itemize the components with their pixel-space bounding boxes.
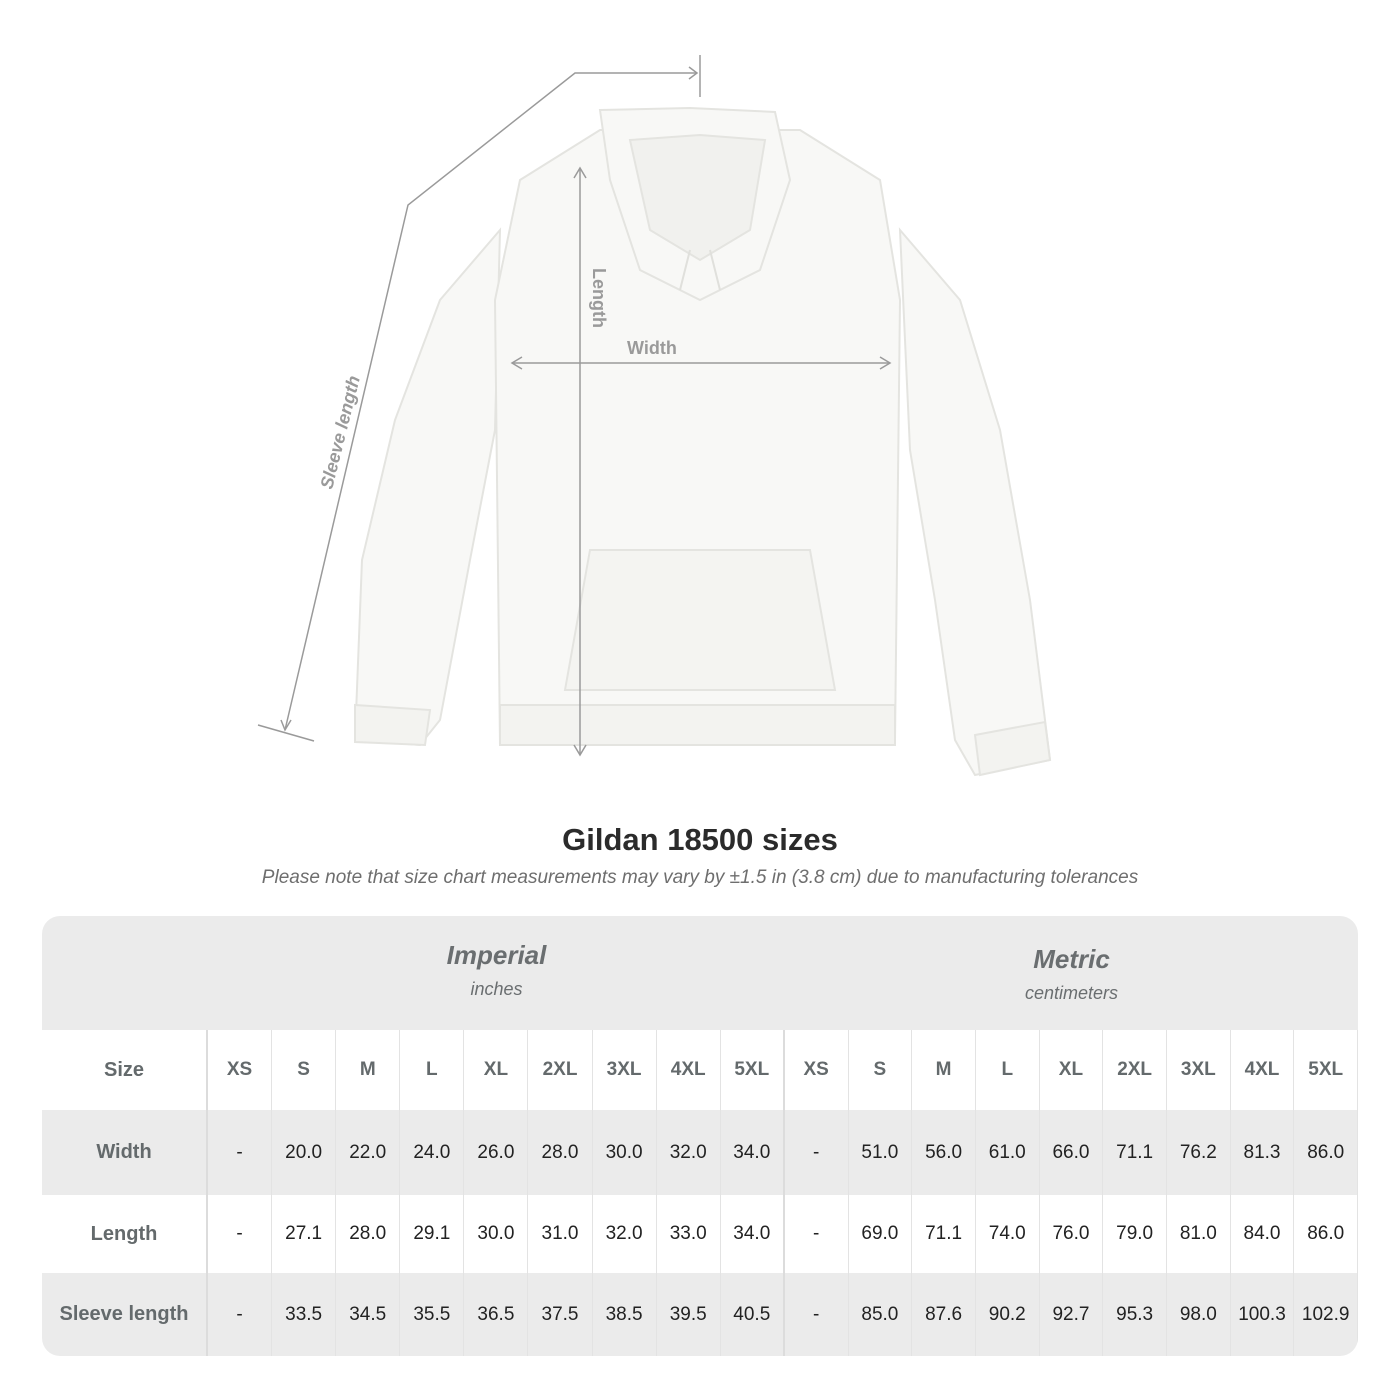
width-label: Width [627, 338, 677, 358]
row-label: Width [42, 1110, 208, 1195]
row-label: Length [42, 1195, 208, 1273]
imperial-size-m: M [336, 1030, 401, 1110]
metric-size-xs: XS [785, 1030, 849, 1110]
metric-value: 76.2 [1167, 1110, 1231, 1195]
hoodie-illustration: Length Width Sleeve length [257, 55, 1052, 777]
metric-value: 95.3 [1103, 1273, 1167, 1356]
imperial-value: 37.5 [528, 1273, 593, 1356]
imperial-value: 40.5 [721, 1273, 785, 1356]
imperial-value: 28.0 [528, 1110, 593, 1195]
imperial-value: 32.0 [657, 1110, 721, 1195]
metric-value: 102.9 [1294, 1273, 1358, 1356]
metric-value: - [785, 1110, 849, 1195]
imperial-value: 22.0 [336, 1110, 401, 1195]
metric-value: 74.0 [976, 1195, 1040, 1273]
size-header-row: Size XS S M L XL 2XL 3XL 4XL 5XL XS S M L XL 2XL 3XL 4XL 5… [42, 1030, 1358, 1110]
imperial-value: - [208, 1273, 273, 1356]
metric-header: Metric centimeters [785, 944, 1358, 1004]
metric-value: 56.0 [912, 1110, 976, 1195]
imperial-value: 20.0 [272, 1110, 337, 1195]
metric-size-m: M [912, 1030, 976, 1110]
chart-title: Gildan 18500 sizes [562, 822, 838, 857]
imperial-value: 38.5 [593, 1273, 657, 1356]
metric-value: 66.0 [1040, 1110, 1104, 1195]
imperial-value: 29.1 [400, 1195, 465, 1273]
imperial-unit: inches [470, 979, 523, 999]
metric-value: 81.3 [1231, 1110, 1295, 1195]
imperial-title: Imperial [446, 940, 547, 970]
metric-value: 85.0 [849, 1273, 913, 1356]
metric-value: 71.1 [912, 1195, 976, 1273]
metric-value: 84.0 [1231, 1195, 1295, 1273]
imperial-value: 26.0 [464, 1110, 529, 1195]
imperial-value: 33.5 [272, 1273, 337, 1356]
sleeve-line [284, 72, 697, 731]
sleeve-label: Sleeve length [316, 374, 363, 491]
imperial-size-s: S [272, 1030, 337, 1110]
metric-size-3xl: 3XL [1167, 1030, 1231, 1110]
row-label: Sleeve length [42, 1273, 208, 1356]
imperial-value: 34.0 [721, 1110, 785, 1195]
metric-size-4xl: 4XL [1231, 1030, 1295, 1110]
measurement-lines [257, 55, 892, 757]
imperial-value: 36.5 [464, 1273, 529, 1356]
imperial-value: 24.0 [400, 1110, 465, 1195]
metric-size-2xl: 2XL [1103, 1030, 1167, 1110]
table-row: Length -27.1 28.0 29.1 30.0 31.0 32.0 33.0 34.0-… [42, 1195, 1358, 1273]
size-table: Imperial inches Metric centimeters Size X… [42, 916, 1358, 1356]
size-label: Size [42, 1030, 208, 1110]
metric-unit: centimeters [1024, 983, 1119, 1003]
metric-size-l: L [976, 1030, 1040, 1110]
metric-value: - [785, 1273, 849, 1356]
imperial-value: 32.0 [593, 1195, 657, 1273]
metric-value: 98.0 [1167, 1273, 1231, 1356]
imperial-size-xs: XS [208, 1030, 273, 1110]
imperial-value: 31.0 [528, 1195, 593, 1273]
metric-value: 100.3 [1231, 1273, 1295, 1356]
metric-value: 76.0 [1040, 1195, 1104, 1273]
imperial-value: 34.5 [336, 1273, 401, 1356]
imperial-size-4xl: 4XL [657, 1030, 721, 1110]
imperial-value: 33.0 [657, 1195, 721, 1273]
tolerance-note: Please note that size chart measurements… [261, 867, 1139, 888]
metric-value: 81.0 [1167, 1195, 1231, 1273]
unit-header-band: Imperial inches Metric centimeters [42, 916, 1358, 1030]
metric-size-5xl: 5XL [1294, 1030, 1358, 1110]
imperial-size-5xl: 5XL [721, 1030, 785, 1110]
metric-value: 92.7 [1040, 1273, 1104, 1356]
metric-value: 51.0 [849, 1110, 913, 1195]
hoodie-image [353, 106, 1052, 777]
metric-value: 90.2 [976, 1273, 1040, 1356]
metric-value: 71.1 [1103, 1110, 1167, 1195]
metric-size-s: S [849, 1030, 913, 1110]
imperial-value: - [208, 1110, 273, 1195]
imperial-value: 34.0 [721, 1195, 785, 1273]
metric-title: Metric [1033, 944, 1110, 974]
imperial-value: 35.5 [400, 1273, 465, 1356]
imperial-size-xl: XL [464, 1030, 529, 1110]
metric-value: 86.0 [1294, 1195, 1358, 1273]
imperial-value: 28.0 [336, 1195, 401, 1273]
metric-value: 79.0 [1103, 1195, 1167, 1273]
imperial-size-2xl: 2XL [528, 1030, 593, 1110]
imperial-value: - [208, 1195, 273, 1273]
imperial-value: 30.0 [593, 1110, 657, 1195]
imperial-value: 39.5 [657, 1273, 721, 1356]
imperial-header: Imperial inches [208, 940, 785, 1000]
table-row: Width -20.0 22.0 24.0 26.0 28.0 30.0 32.0 34.0-5… [42, 1110, 1358, 1195]
metric-value: 86.0 [1294, 1110, 1358, 1195]
table-row: Sleeve length -33.5 34.5 35.5 36.5 37.5 38.5 39… [42, 1273, 1358, 1356]
imperial-value: 30.0 [464, 1195, 529, 1273]
length-label: Length [589, 268, 609, 328]
metric-value: 61.0 [976, 1110, 1040, 1195]
metric-value: 87.6 [912, 1273, 976, 1356]
metric-value: - [785, 1195, 849, 1273]
imperial-size-l: L [400, 1030, 465, 1110]
imperial-size-3xl: 3XL [593, 1030, 657, 1110]
metric-value: 69.0 [849, 1195, 913, 1273]
metric-size-xl: XL [1040, 1030, 1104, 1110]
imperial-value: 27.1 [272, 1195, 337, 1273]
